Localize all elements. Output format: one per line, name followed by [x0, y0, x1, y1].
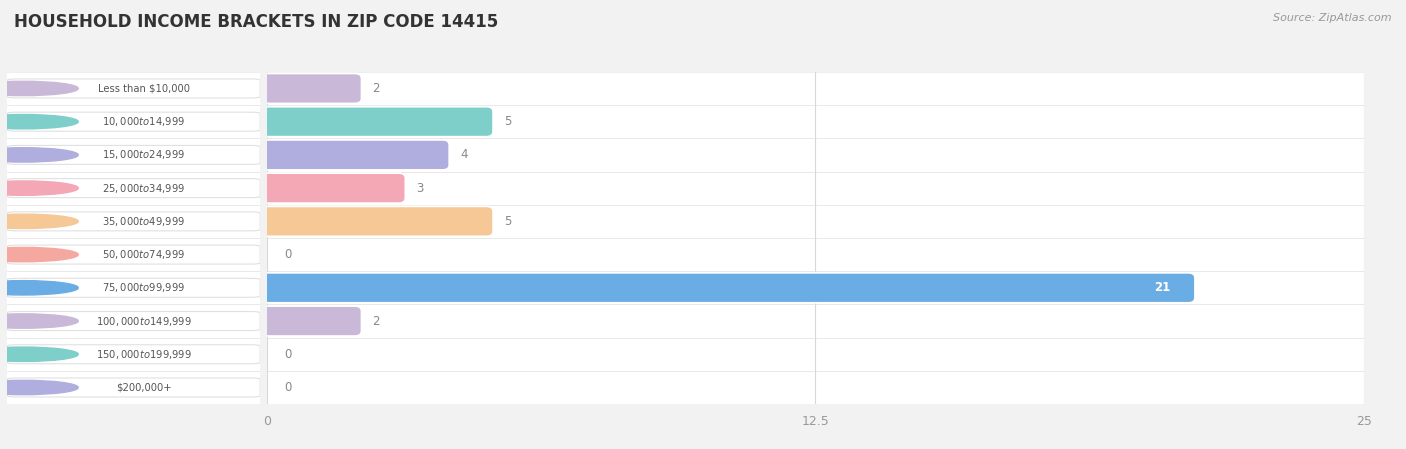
- Bar: [267, 105, 1364, 138]
- FancyBboxPatch shape: [7, 212, 260, 231]
- Text: 2: 2: [373, 315, 380, 327]
- Circle shape: [0, 181, 79, 195]
- Bar: [267, 72, 1364, 105]
- Bar: [7, 172, 260, 205]
- Text: 21: 21: [1154, 282, 1171, 294]
- FancyBboxPatch shape: [7, 312, 260, 330]
- Bar: [7, 371, 260, 404]
- Circle shape: [0, 81, 79, 96]
- Bar: [267, 138, 1364, 172]
- FancyBboxPatch shape: [7, 345, 260, 364]
- FancyBboxPatch shape: [260, 207, 494, 236]
- FancyBboxPatch shape: [7, 378, 260, 397]
- Text: $150,000 to $199,999: $150,000 to $199,999: [96, 348, 191, 361]
- Text: Source: ZipAtlas.com: Source: ZipAtlas.com: [1274, 13, 1392, 23]
- Bar: [267, 338, 1364, 371]
- Text: 0: 0: [284, 381, 292, 394]
- Bar: [267, 238, 1364, 271]
- Bar: [7, 72, 260, 105]
- Circle shape: [0, 281, 79, 295]
- FancyBboxPatch shape: [260, 173, 405, 203]
- Text: $25,000 to $34,999: $25,000 to $34,999: [103, 182, 186, 194]
- Bar: [7, 338, 260, 371]
- FancyBboxPatch shape: [7, 278, 260, 297]
- Circle shape: [0, 314, 79, 328]
- Circle shape: [0, 380, 79, 395]
- Bar: [267, 205, 1364, 238]
- Text: $35,000 to $49,999: $35,000 to $49,999: [103, 215, 186, 228]
- Bar: [267, 271, 1364, 304]
- Text: HOUSEHOLD INCOME BRACKETS IN ZIP CODE 14415: HOUSEHOLD INCOME BRACKETS IN ZIP CODE 14…: [14, 13, 498, 31]
- Bar: [7, 138, 260, 172]
- FancyBboxPatch shape: [260, 273, 1195, 303]
- Text: 2: 2: [373, 82, 380, 95]
- Circle shape: [0, 347, 79, 361]
- FancyBboxPatch shape: [260, 140, 449, 170]
- Text: 5: 5: [503, 115, 512, 128]
- Text: $10,000 to $14,999: $10,000 to $14,999: [103, 115, 186, 128]
- Bar: [267, 304, 1364, 338]
- Text: 3: 3: [416, 182, 423, 194]
- Circle shape: [0, 114, 79, 129]
- Circle shape: [0, 247, 79, 262]
- FancyBboxPatch shape: [260, 74, 361, 103]
- Bar: [267, 172, 1364, 205]
- Text: $50,000 to $74,999: $50,000 to $74,999: [103, 248, 186, 261]
- FancyBboxPatch shape: [7, 179, 260, 198]
- Bar: [7, 304, 260, 338]
- Text: $75,000 to $99,999: $75,000 to $99,999: [103, 282, 186, 294]
- Text: $15,000 to $24,999: $15,000 to $24,999: [103, 149, 186, 161]
- Bar: [7, 238, 260, 271]
- FancyBboxPatch shape: [7, 245, 260, 264]
- Text: $200,000+: $200,000+: [115, 383, 172, 392]
- Text: Less than $10,000: Less than $10,000: [97, 84, 190, 93]
- FancyBboxPatch shape: [7, 145, 260, 164]
- Text: 0: 0: [284, 248, 292, 261]
- Circle shape: [0, 214, 79, 229]
- FancyBboxPatch shape: [7, 79, 260, 98]
- FancyBboxPatch shape: [7, 112, 260, 131]
- Text: 4: 4: [460, 149, 468, 161]
- FancyBboxPatch shape: [260, 107, 494, 136]
- Bar: [7, 271, 260, 304]
- FancyBboxPatch shape: [260, 306, 361, 336]
- Bar: [7, 105, 260, 138]
- Text: $100,000 to $149,999: $100,000 to $149,999: [96, 315, 191, 327]
- Bar: [267, 371, 1364, 404]
- Text: 5: 5: [503, 215, 512, 228]
- Text: 0: 0: [284, 348, 292, 361]
- Circle shape: [0, 148, 79, 162]
- Bar: [7, 205, 260, 238]
